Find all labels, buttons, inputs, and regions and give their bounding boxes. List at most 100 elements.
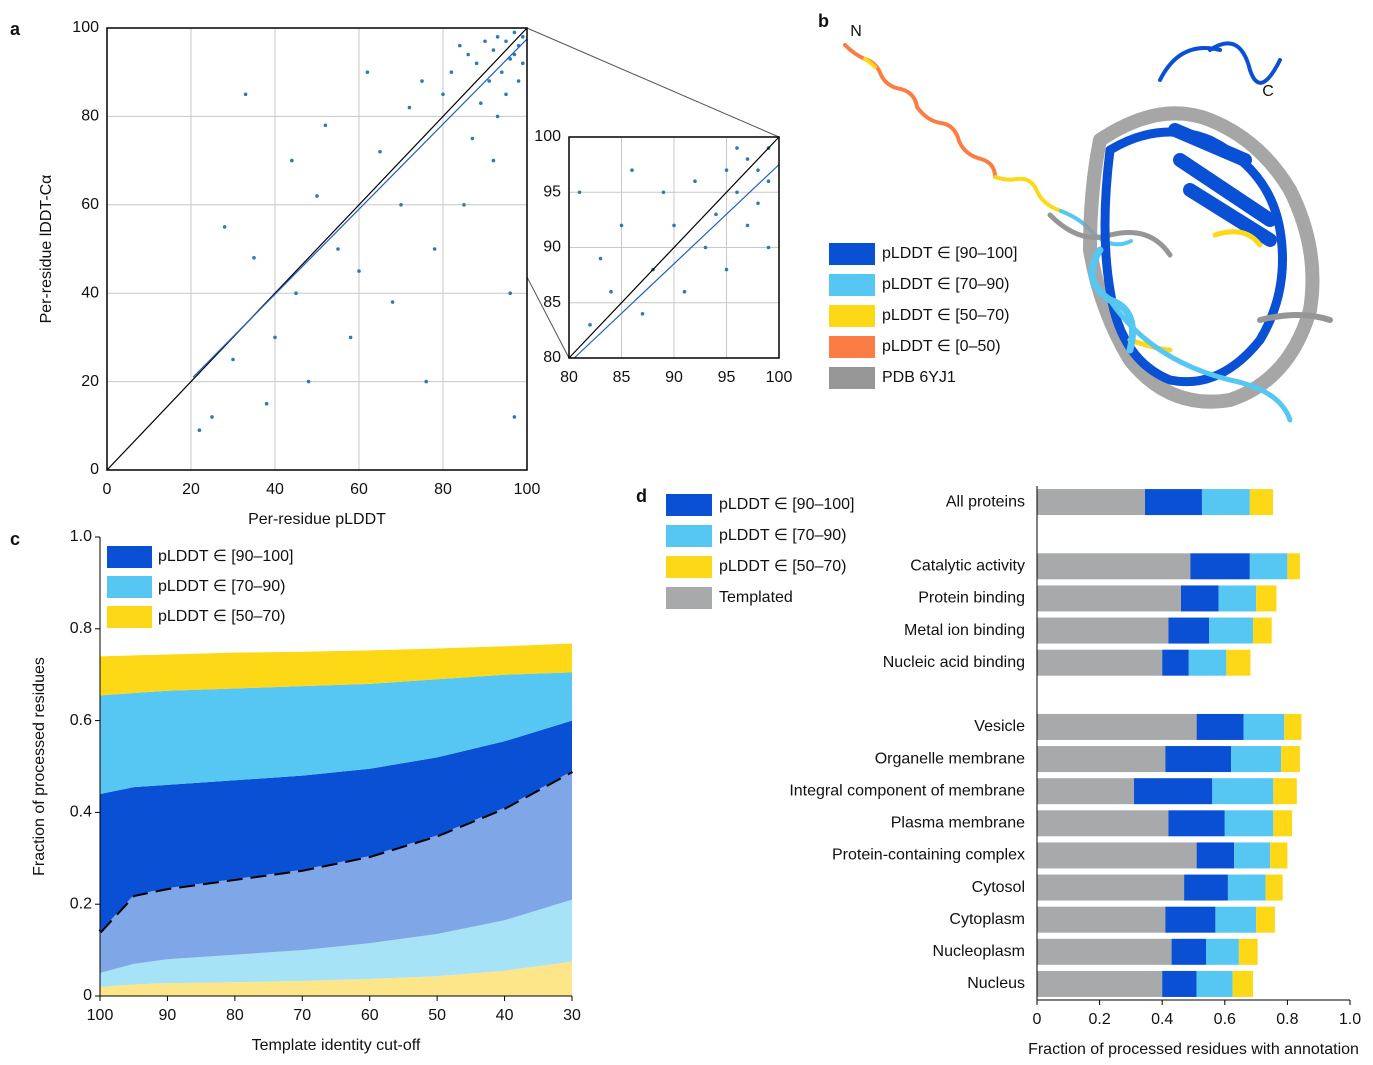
point (424, 379, 429, 384)
area (100, 672, 572, 795)
category-label: Metal ion binding (904, 622, 1025, 639)
y-tick-label: 60 (81, 196, 99, 213)
point (315, 194, 319, 198)
point (390, 300, 395, 304)
y-tick-label: 0 (83, 987, 92, 1004)
point (609, 289, 613, 294)
point (197, 428, 202, 433)
point (449, 70, 454, 74)
legend-label: pLDDT ∈ [90–100] (158, 548, 294, 565)
y-tick-label: 80 (81, 108, 99, 125)
point (264, 401, 269, 406)
point (735, 146, 739, 150)
y-tick-label: 0 (90, 461, 99, 478)
point (521, 35, 525, 39)
y-tick-label: 0.6 (70, 712, 92, 729)
bar-segment (1037, 489, 1145, 516)
x-tick-label: 95 (718, 369, 736, 386)
bar-segment (1227, 874, 1266, 901)
point (703, 245, 708, 250)
legend-swatch (107, 546, 152, 568)
y-tick-label: 20 (81, 373, 99, 390)
point (466, 52, 471, 57)
area (100, 961, 572, 996)
x-axis-label: Template identity cut-off (252, 1037, 421, 1054)
x-axis-label: Fraction of processed residues with anno… (1028, 1041, 1359, 1058)
panel-label: c (10, 529, 20, 549)
x-tick-label: 40 (496, 1007, 514, 1024)
panel-label: a (10, 19, 21, 39)
bar-segment (1037, 810, 1169, 837)
reference-line (568, 136, 780, 359)
bar-segment (1273, 778, 1297, 805)
legend-label: pLDDT ∈ [50–70) (882, 307, 1009, 324)
y-tick-label: 85 (543, 294, 561, 311)
category-label: All proteins (946, 493, 1025, 510)
area (100, 720, 572, 932)
point (756, 168, 760, 172)
point (252, 256, 256, 260)
bar-segment (1037, 649, 1163, 676)
bar-segment (1206, 938, 1239, 965)
y-tick-label: 90 (543, 239, 561, 256)
x-tick-label: 0.6 (1214, 1011, 1236, 1028)
y-axis-label: Per-residue lDDT-Cα (38, 175, 55, 324)
x-tick-label: 0.4 (1151, 1011, 1173, 1028)
category-label: Organelle membrane (875, 750, 1025, 767)
point (458, 43, 462, 48)
point (508, 291, 512, 296)
point (521, 61, 525, 66)
point (693, 179, 697, 183)
point (243, 92, 248, 97)
x-tick-label: 40 (266, 481, 284, 498)
panel-label: d (636, 486, 647, 506)
point (588, 323, 592, 327)
x-tick-label: 80 (434, 481, 452, 498)
legend-label: Templated (719, 589, 793, 606)
bar-segment (1284, 713, 1302, 740)
legend-swatch (107, 576, 152, 598)
bar-segment (1243, 713, 1285, 740)
reference-line (106, 27, 528, 471)
category-label: Nucleoplasm (933, 943, 1025, 960)
point (491, 48, 496, 52)
zoom-connector (526, 27, 780, 138)
y-tick-label: 0.2 (70, 895, 92, 912)
bar-segment (1232, 970, 1253, 997)
point (495, 35, 500, 39)
point (724, 168, 729, 172)
x-tick-label: 80 (560, 369, 578, 386)
bar-segment (1201, 489, 1250, 516)
bar-segment (1037, 970, 1163, 997)
y-tick-label: 100 (72, 19, 99, 36)
legend-swatch (829, 367, 875, 389)
legend-label: pLDDT ∈ [90–100] (882, 245, 1018, 262)
bar-segment (1037, 778, 1135, 805)
legend-label: pLDDT ∈ [70–90) (882, 276, 1009, 293)
bar-segment (1171, 938, 1207, 965)
y-tick-label: 80 (543, 349, 561, 366)
point (630, 168, 634, 172)
point (348, 335, 353, 340)
point (512, 52, 517, 57)
bar-segment (1238, 938, 1258, 965)
y-tick-label: 95 (543, 183, 561, 200)
terminus-label: N (850, 23, 862, 40)
legend-swatch (666, 587, 712, 609)
point (508, 57, 512, 61)
x-tick-label: 100 (87, 1007, 114, 1024)
y-axis-label: Fraction of processed residues (31, 657, 48, 876)
point (294, 291, 298, 296)
category-label: Catalytic activity (910, 558, 1025, 575)
legend-swatch (666, 556, 712, 578)
terminus-label: C (1262, 83, 1274, 100)
category-label: Plasma membrane (891, 815, 1025, 832)
plot-border (568, 136, 780, 359)
reference-line (573, 164, 780, 359)
bar-segment (1249, 489, 1274, 516)
point (512, 415, 517, 419)
x-tick-label: 60 (361, 1007, 379, 1024)
point (432, 247, 437, 251)
bar-segment (1037, 906, 1166, 933)
x-tick-label: 90 (665, 369, 683, 386)
